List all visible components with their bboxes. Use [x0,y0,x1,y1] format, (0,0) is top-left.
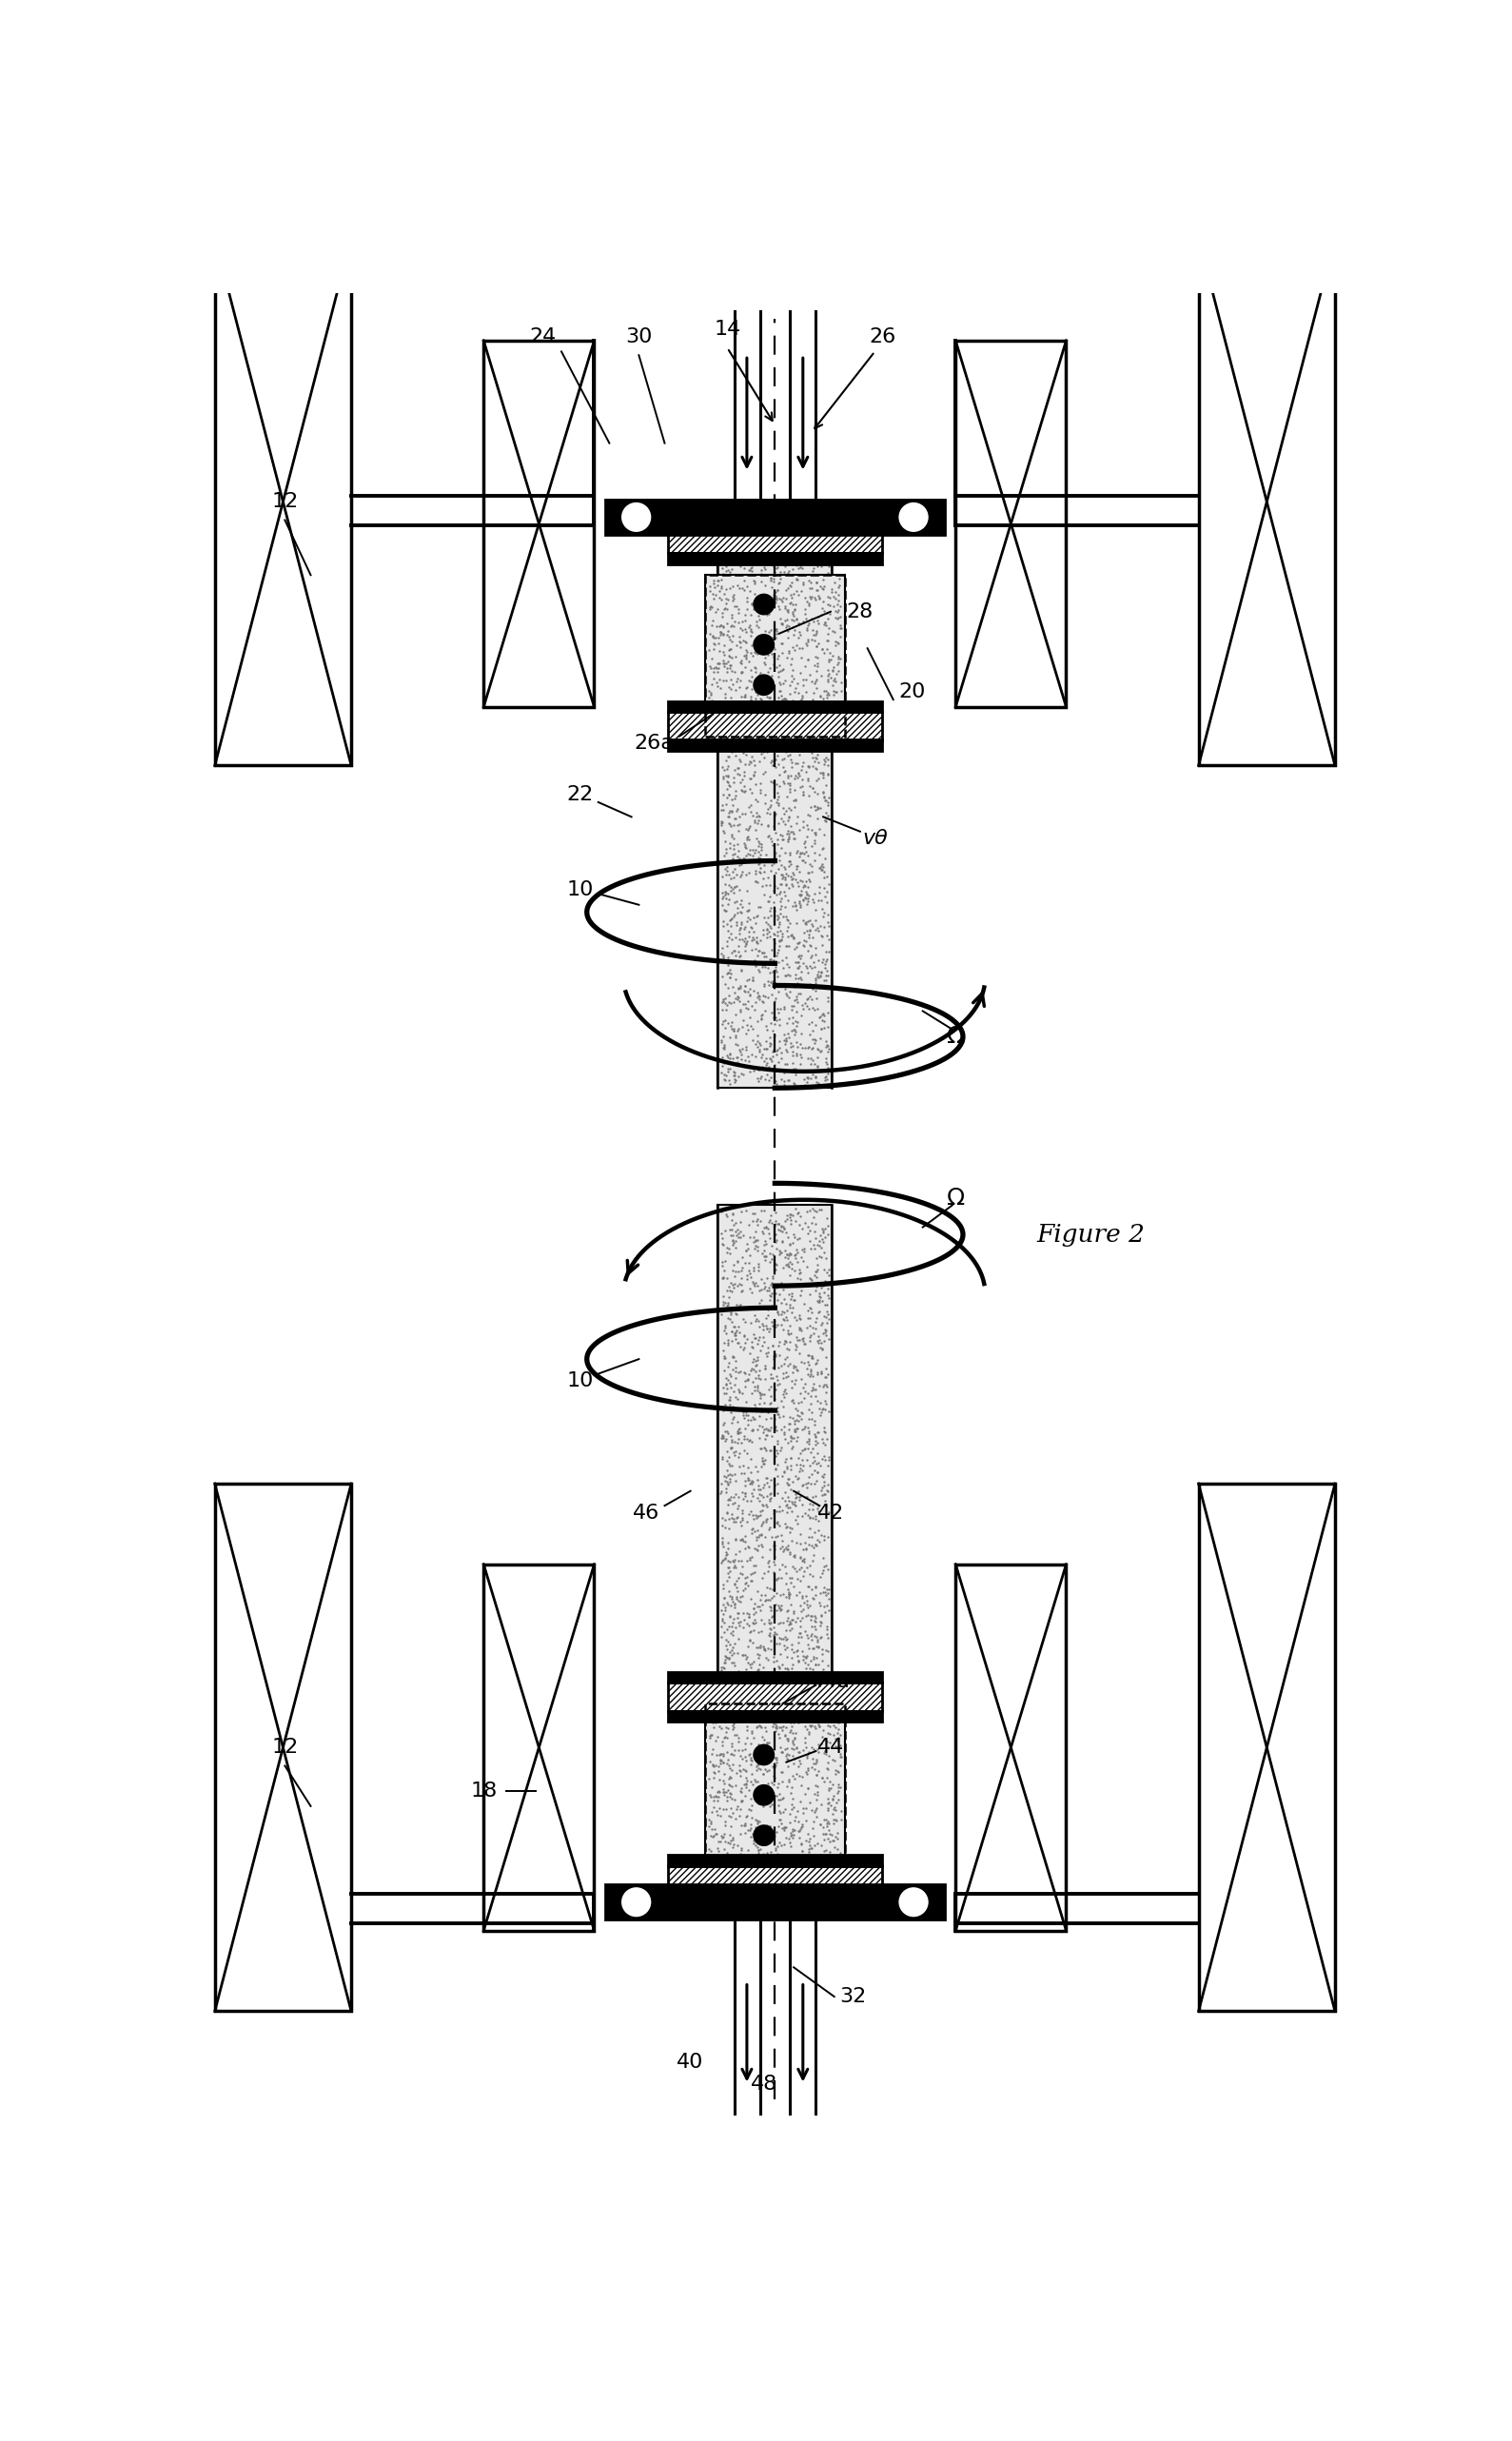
Bar [484,342,594,708]
Text: 10: 10 [567,881,593,901]
Text: 14: 14 [714,320,741,339]
Circle shape [897,1887,930,1919]
Text: 18: 18 [470,1782,497,1801]
Bar [705,1704,845,1865]
Bar [1199,1484,1335,2011]
Text: Ω: Ω [947,1025,965,1047]
Text: Ω: Ω [947,1186,965,1208]
Bar [668,554,881,564]
Bar [668,515,881,525]
Circle shape [620,500,653,532]
Bar [668,1711,881,1721]
Text: Figure 2: Figure 2 [1037,1223,1146,1247]
Bar [215,237,351,766]
Circle shape [754,635,774,654]
Text: 26: 26 [869,327,895,347]
Bar [705,576,845,737]
Bar [668,1867,881,1894]
Text: 42: 42 [816,1504,844,1523]
Bar [668,701,881,713]
Text: 28: 28 [847,603,874,620]
Bar [705,1704,845,1865]
Bar [605,1884,945,1919]
Circle shape [754,1784,774,1804]
Text: 12: 12 [272,1738,298,1758]
Text: 22: 22 [567,786,593,806]
Text: 30: 30 [626,327,652,347]
Text: 26a: 26a [634,735,673,754]
Bar [668,740,881,752]
Text: 12: 12 [272,493,298,510]
Circle shape [897,500,930,532]
Text: 46: 46 [634,1504,659,1523]
Bar [668,1682,881,1711]
Bar [668,713,881,740]
Bar [956,1565,1066,1931]
Text: 44a: 44a [810,1672,850,1692]
Bar [484,1565,594,1931]
Bar [668,525,881,554]
Text: 40: 40 [677,2053,705,2072]
Bar [668,1894,881,1904]
Bar [215,1484,351,2011]
Text: 44: 44 [816,1738,844,1758]
Circle shape [754,1745,774,1765]
Bar [668,1672,881,1682]
Bar [1199,237,1335,766]
Circle shape [754,1826,774,1845]
Bar [718,1206,832,1894]
Bar [605,500,945,535]
Circle shape [754,596,774,613]
Bar [956,342,1066,708]
Text: 20: 20 [898,683,925,703]
Text: 24: 24 [529,327,556,347]
Text: 32: 32 [839,1987,866,2007]
Bar [705,576,845,737]
Bar [718,547,832,1089]
Text: 10: 10 [567,1372,593,1391]
Circle shape [754,676,774,696]
Circle shape [620,1887,653,1919]
Text: vθ: vθ [862,830,888,849]
Bar [668,1855,881,1867]
Text: 48: 48 [751,2075,777,2094]
